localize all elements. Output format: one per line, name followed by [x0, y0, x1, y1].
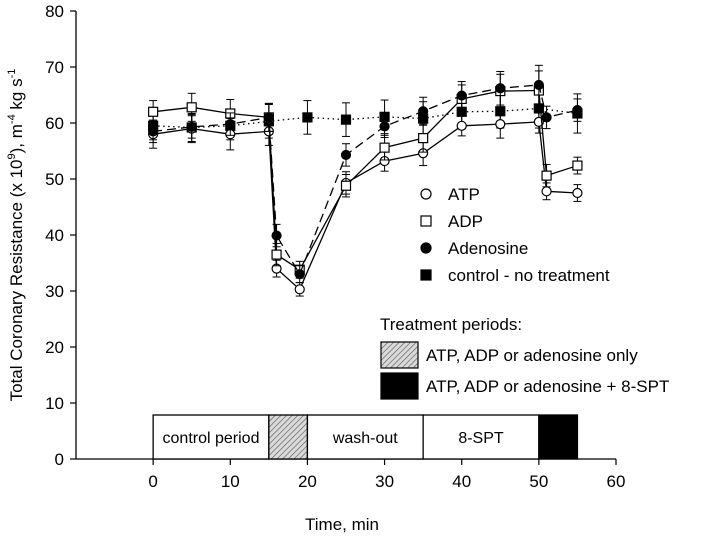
data-point	[340, 114, 352, 125]
data-point	[495, 83, 506, 94]
x-tick-label: 30	[375, 472, 394, 491]
data-point	[379, 121, 390, 132]
treatment-legend-swatch	[380, 341, 419, 369]
period-segment	[422, 414, 540, 460]
data-point	[379, 142, 390, 153]
legend-marker	[420, 215, 432, 227]
series-adenosine	[148, 64, 583, 284]
data-point	[302, 112, 313, 123]
treatment-legend-label: ATP, ADP or adenosine only	[426, 346, 638, 365]
treatment-legend: Treatment periods: ATP, ADP or adenosine …	[380, 315, 669, 400]
period-label: 8-SPT	[458, 430, 504, 447]
series-line	[153, 107, 578, 129]
period-segment	[268, 414, 309, 460]
treatment-legend-label: ATP, ADP or adenosine + 8-SPT	[426, 377, 669, 396]
y-axis-label: Total Coronary Resistance (x 109), m-4 k…	[6, 69, 26, 402]
series-line	[153, 121, 578, 291]
y-tick-label: 80	[45, 2, 64, 21]
legend-label: ATP	[448, 185, 480, 204]
data-point	[541, 186, 552, 197]
series-line	[153, 84, 578, 276]
y-axis-label-superscript: -4	[6, 114, 18, 124]
data-point	[495, 119, 506, 130]
x-tick-label: 60	[607, 472, 626, 491]
data-point	[418, 133, 429, 144]
y-tick-label: 0	[55, 450, 64, 469]
y-axis-label-text: kg s	[7, 78, 26, 114]
x-tick-label: 10	[221, 472, 240, 491]
series-layer	[148, 64, 583, 297]
data-point	[294, 284, 305, 295]
y-axis-label-text: ), m	[7, 124, 26, 153]
y-axis-label-text: Total Coronary Resistance (x 10	[7, 159, 26, 401]
period-segment	[538, 414, 579, 460]
data-point	[456, 90, 467, 101]
legend-label: control - no treatment	[448, 266, 610, 285]
series-line	[153, 89, 578, 271]
treatment-legend-title: Treatment periods:	[380, 315, 522, 334]
legend-marker	[420, 269, 432, 281]
data-point	[418, 106, 429, 117]
y-tick-label: 20	[45, 338, 64, 357]
axes: 0 10 20 30 40 50 60 70 80 0 10 20 30 40 50 60 Time, min T…	[6, 2, 625, 534]
y-tick-label: 60	[45, 114, 64, 133]
y-tick-label: 10	[45, 394, 64, 413]
data-point	[271, 249, 282, 260]
legend-marker	[420, 242, 432, 254]
data-point	[572, 187, 583, 199]
series-control-no-treatment	[148, 88, 583, 142]
x-tick-label: 20	[298, 472, 317, 491]
data-point	[186, 102, 197, 113]
period-label: control period	[163, 430, 260, 447]
data-point	[271, 230, 282, 241]
x-axis-label: Time, min	[305, 515, 379, 534]
data-point	[148, 106, 159, 117]
data-point	[186, 121, 197, 133]
legend-label: Adenosine	[448, 239, 528, 258]
legend: ATP ADP Adenosine control - no treatment	[420, 185, 610, 285]
x-tick-label: 40	[452, 472, 471, 491]
y-tick-label: 30	[45, 282, 64, 301]
data-point	[541, 112, 552, 123]
data-point	[572, 105, 583, 116]
data-point	[225, 119, 236, 130]
treatment-legend-swatch	[380, 372, 419, 400]
data-point	[148, 126, 159, 137]
data-point	[340, 149, 352, 161]
x-tick-label: 50	[529, 472, 548, 491]
legend-marker	[420, 188, 432, 200]
periods-bar: control period wash-out 8-SPT	[152, 414, 579, 460]
period-segment	[306, 414, 424, 460]
data-point	[294, 269, 305, 280]
data-point	[572, 160, 583, 171]
x-tick-label: 0	[148, 472, 157, 491]
period-label: wash-out	[332, 430, 398, 447]
y-tick-label: 70	[45, 58, 64, 77]
data-point	[263, 112, 274, 123]
data-point	[340, 180, 352, 191]
data-point	[456, 120, 467, 131]
y-axis-label-superscript: 9	[6, 153, 18, 159]
data-point	[533, 79, 544, 91]
period-segment	[152, 414, 270, 460]
legend-label: ADP	[448, 212, 483, 231]
y-axis-label-superscript: -1	[6, 69, 18, 79]
data-point	[541, 170, 552, 181]
y-tick-label: 50	[45, 170, 64, 189]
y-tick-label: 40	[45, 226, 64, 245]
